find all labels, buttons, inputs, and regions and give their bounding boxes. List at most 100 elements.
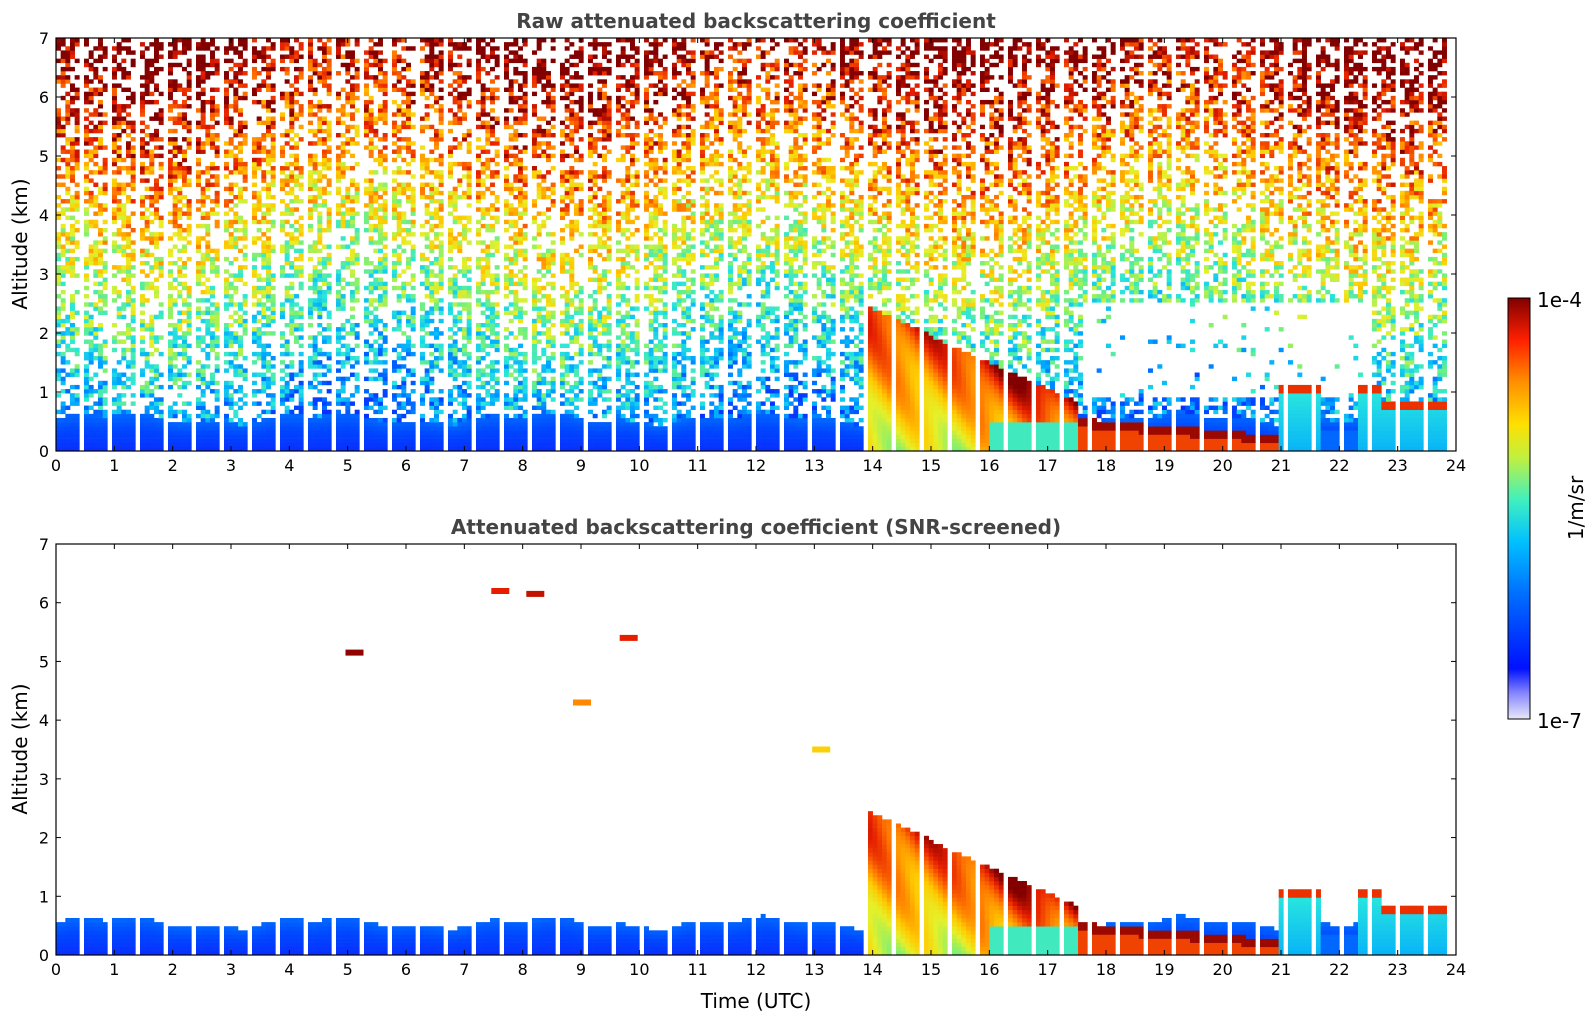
heat-cell <box>401 38 407 43</box>
heat-cell <box>261 261 267 266</box>
heat-cell <box>513 207 519 212</box>
heat-cell <box>480 281 486 287</box>
heat-cell <box>233 409 239 415</box>
heat-cell <box>228 426 234 431</box>
heat-cell <box>382 132 388 138</box>
heat-cell <box>84 351 89 357</box>
heat-cell <box>354 281 360 287</box>
heat-cell <box>102 397 108 402</box>
heat-cell <box>434 306 439 311</box>
heat-cell <box>284 389 290 394</box>
heat-cell <box>522 376 528 382</box>
heat-cell <box>186 145 192 150</box>
heat-cell <box>177 38 183 43</box>
heat-cell <box>406 240 411 245</box>
heat-cell <box>93 149 99 154</box>
heat-cell <box>93 91 99 97</box>
heat-cell <box>448 83 453 88</box>
heat-cell <box>396 294 402 299</box>
heat-cell <box>149 42 155 47</box>
heat-cell <box>508 417 514 423</box>
heat-cell <box>424 116 430 121</box>
heat-cell <box>98 409 103 415</box>
heat-cell <box>401 401 407 406</box>
heat-cell <box>172 302 178 307</box>
heat-cell <box>350 269 355 274</box>
heat-cell <box>261 430 267 435</box>
heat-cell <box>452 289 458 295</box>
heat-cell <box>214 327 220 332</box>
heat-cell <box>317 277 323 282</box>
heat-cell <box>438 248 444 254</box>
heat-cell <box>154 289 159 295</box>
heat-cell <box>373 62 379 68</box>
heat-cell <box>270 83 276 88</box>
heat-cell <box>294 161 299 167</box>
heat-cell <box>130 302 136 307</box>
heat-cell <box>233 194 239 200</box>
heat-cell <box>322 409 327 415</box>
heat-cell <box>476 376 481 382</box>
heat-cell <box>392 50 397 55</box>
heat-cell <box>280 182 285 187</box>
heat-cell <box>214 112 220 117</box>
heat-cell <box>266 285 271 291</box>
heat-cell <box>312 58 318 64</box>
heat-cell <box>116 360 122 365</box>
heat-cell <box>252 170 257 175</box>
heat-cell <box>466 38 472 43</box>
heat-cell <box>382 442 388 448</box>
heat-cell <box>438 161 444 167</box>
heat-cell <box>364 298 369 303</box>
heat-cell <box>308 285 313 291</box>
heat-cell <box>186 211 192 216</box>
heat-cell <box>84 318 89 324</box>
heat-cell <box>252 393 257 398</box>
heat-cell <box>182 438 187 444</box>
heat-cell <box>410 248 416 254</box>
heat-cell <box>485 161 491 167</box>
heat-cell <box>168 170 173 175</box>
heat-cell <box>368 137 374 142</box>
heat-cell <box>205 141 211 146</box>
heat-cell <box>182 347 187 353</box>
heat-cell <box>298 265 304 270</box>
heat-cell <box>256 302 262 307</box>
heat-cell <box>289 434 295 439</box>
heat-cell <box>93 223 99 229</box>
heat-cell <box>261 347 267 353</box>
heat-cell <box>424 442 430 448</box>
heat-cell <box>102 343 108 349</box>
heat-cell <box>112 289 117 295</box>
heat-cell <box>210 417 215 423</box>
heat-cell <box>289 413 295 419</box>
heat-cell <box>266 75 271 80</box>
heat-cell <box>438 269 444 274</box>
heat-cell <box>382 99 388 105</box>
heat-cell <box>350 58 355 64</box>
heat-cell <box>378 446 383 451</box>
heat-cell <box>326 273 332 278</box>
heat-cell <box>102 442 108 448</box>
heat-cell <box>462 389 467 394</box>
heat-cell <box>256 298 262 303</box>
heat-cell <box>462 190 467 196</box>
heat-cell <box>144 153 150 159</box>
heat-cell <box>70 199 75 204</box>
heat-cell <box>382 232 388 237</box>
heat-cell <box>522 256 528 262</box>
heat-cell <box>312 66 318 72</box>
heat-cell <box>466 372 472 377</box>
heat-cell <box>350 240 355 245</box>
heat-cell <box>74 347 80 353</box>
heat-cell <box>261 294 267 299</box>
heat-cell <box>396 170 402 175</box>
heat-cell <box>490 368 495 373</box>
heat-cell <box>452 434 458 439</box>
heat-cell <box>448 42 453 47</box>
heat-cell <box>308 256 313 262</box>
heat-cell <box>252 438 257 444</box>
heat-cell <box>364 446 369 451</box>
heat-cell <box>158 372 164 377</box>
heat-cell <box>210 335 215 340</box>
